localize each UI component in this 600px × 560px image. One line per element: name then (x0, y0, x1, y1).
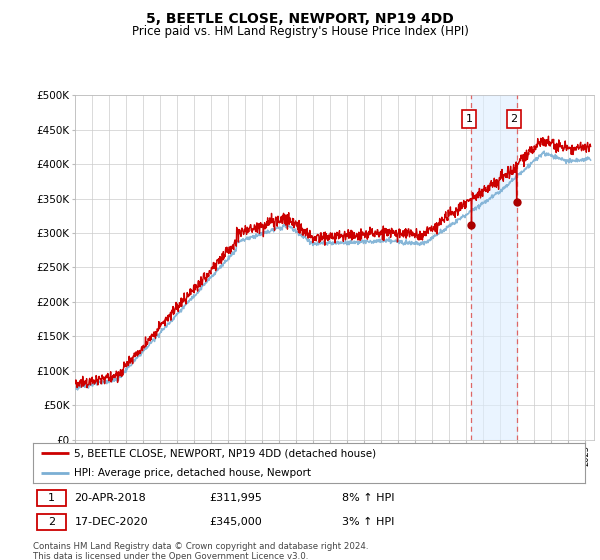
Bar (472, 95, 517, 440)
Text: 2: 2 (48, 517, 55, 526)
Bar (37, 490, 66, 506)
Text: 2: 2 (511, 114, 518, 124)
Text: HPI: Average price, detached house, Newport: HPI: Average price, detached house, Newp… (74, 468, 311, 478)
Bar (37, 514, 66, 530)
Text: 17-DEC-2020: 17-DEC-2020 (74, 517, 148, 526)
Text: 3% ↑ HPI: 3% ↑ HPI (342, 517, 394, 526)
Text: 1: 1 (466, 114, 472, 124)
Text: 1: 1 (48, 493, 55, 503)
Text: 5, BEETLE CLOSE, NEWPORT, NP19 4DD: 5, BEETLE CLOSE, NEWPORT, NP19 4DD (146, 12, 454, 26)
Text: Contains HM Land Registry data © Crown copyright and database right 2024.
This d: Contains HM Land Registry data © Crown c… (33, 542, 368, 560)
Text: 5, BEETLE CLOSE, NEWPORT, NP19 4DD (detached house): 5, BEETLE CLOSE, NEWPORT, NP19 4DD (deta… (74, 449, 377, 459)
Text: 20-APR-2018: 20-APR-2018 (74, 493, 146, 503)
Text: £345,000: £345,000 (209, 517, 262, 526)
Text: Price paid vs. HM Land Registry's House Price Index (HPI): Price paid vs. HM Land Registry's House … (131, 25, 469, 38)
Text: £311,995: £311,995 (209, 493, 263, 503)
Text: 8% ↑ HPI: 8% ↑ HPI (342, 493, 395, 503)
